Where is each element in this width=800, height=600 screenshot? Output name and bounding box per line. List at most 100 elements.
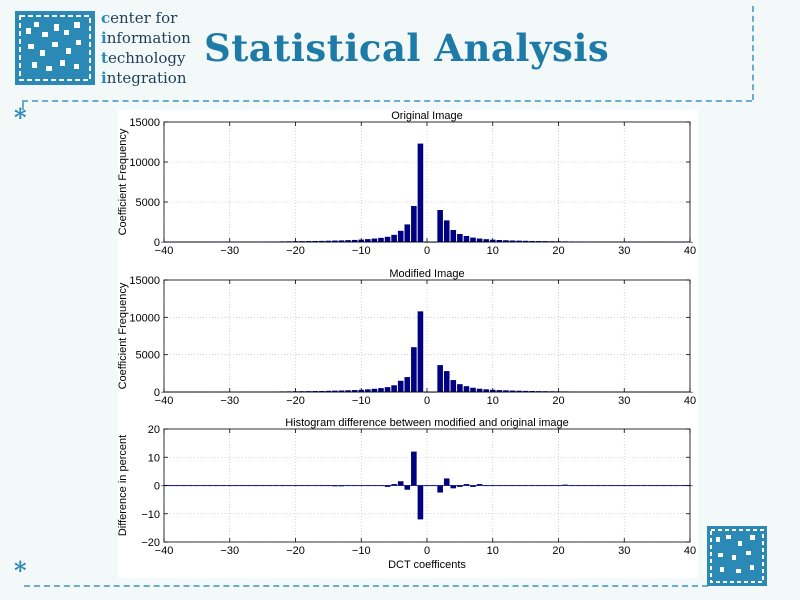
- bar: [312, 391, 319, 392]
- bar: [535, 391, 542, 392]
- bar: [332, 240, 338, 242]
- org-line: center for: [101, 9, 178, 27]
- x-tick-label: −40: [155, 245, 174, 257]
- x-axis-label: DCT coefficents: [388, 559, 466, 571]
- histogram-figure: −40 −30 −20 −10 0 10 20 30 40050001000015000Orig…: [117, 110, 696, 571]
- divider-right: [752, 6, 754, 100]
- figure-panel: −40 −30 −20 −10 0 10 20 30 40 0 5000 10000 15000 Orig…: [117, 110, 698, 578]
- bar: [457, 384, 463, 392]
- bar: [542, 241, 549, 242]
- bar: [522, 240, 529, 242]
- x-tick-label: −10: [352, 245, 371, 257]
- y-tick-label: 15000: [129, 275, 160, 287]
- y-tick-label: 0: [154, 387, 160, 399]
- bar: [397, 230, 404, 242]
- x-tick-label: −30: [220, 395, 239, 407]
- x-tick-label: 0: [424, 245, 430, 257]
- bar: [397, 481, 404, 486]
- chart-title: Original Image: [391, 110, 463, 122]
- org-line: information: [101, 29, 191, 47]
- bar: [450, 485, 457, 489]
- x-tick-label: −10: [352, 545, 371, 557]
- y-tick-label: 5000: [136, 197, 160, 209]
- x-tick-label: −20: [286, 395, 305, 407]
- bar: [325, 240, 332, 242]
- bar: [404, 485, 411, 490]
- divider-top: [22, 100, 752, 102]
- bar: [319, 390, 325, 392]
- bar: [437, 485, 443, 493]
- y-tick-label: 0: [154, 237, 160, 249]
- x-tick-label: 20: [552, 545, 564, 557]
- bar: [391, 234, 397, 242]
- bar: [443, 371, 450, 392]
- x-tick-label: −30: [220, 245, 239, 257]
- y-axis-label: Difference in percent: [118, 435, 129, 536]
- x-tick-label: −30: [220, 545, 239, 557]
- bar: [378, 237, 384, 242]
- x-tick-label: 40: [684, 245, 696, 257]
- bar: [509, 390, 516, 392]
- y-tick-label: −10: [141, 509, 160, 521]
- bar: [470, 485, 476, 487]
- bar: [450, 380, 457, 392]
- bar: [411, 451, 417, 486]
- bar: [417, 485, 424, 520]
- bar: [503, 390, 509, 392]
- bar: [312, 240, 319, 242]
- x-tick-label: 20: [552, 245, 564, 257]
- bar: [496, 240, 503, 242]
- y-axis-label: Coefficient Frequency: [118, 282, 129, 389]
- x-tick-label: 30: [618, 545, 630, 557]
- x-tick-label: −20: [286, 245, 305, 257]
- x-tick-label: −40: [155, 395, 174, 407]
- bar: [483, 389, 489, 392]
- x-tick-label: 0: [424, 395, 430, 407]
- bar: [371, 238, 378, 242]
- cit-logo-small: [707, 526, 767, 586]
- bar: [483, 239, 489, 242]
- x-tick-label: 20: [552, 395, 564, 407]
- bar: [319, 240, 325, 242]
- org-name: center for information technology integr…: [101, 8, 191, 88]
- bar: [443, 220, 450, 242]
- x-tick-label: 10: [487, 395, 499, 407]
- bar: [365, 239, 371, 242]
- y-axis-label: Coefficient Frequency: [118, 128, 129, 235]
- bar: [332, 485, 338, 487]
- divider-left: [22, 100, 24, 110]
- cit-logo: [15, 11, 95, 85]
- bar: [338, 390, 345, 392]
- x-tick-label: 10: [487, 545, 499, 557]
- bar: [457, 485, 463, 487]
- bar: [384, 485, 391, 487]
- bar: [299, 391, 305, 392]
- y-tick-label: 20: [148, 424, 160, 436]
- y-tick-label: 10000: [129, 157, 160, 169]
- bar: [378, 388, 384, 392]
- bar: [404, 377, 411, 392]
- y-tick-label: 15000: [129, 117, 160, 129]
- bar: [470, 387, 476, 392]
- bar: [384, 236, 391, 242]
- bar: [299, 241, 305, 242]
- x-tick-label: 30: [618, 245, 630, 257]
- bar: [371, 388, 378, 392]
- y-tick-label: 5000: [136, 350, 160, 362]
- axes-frame: [163, 279, 691, 393]
- bar: [535, 241, 542, 242]
- bar: [542, 391, 549, 392]
- bar: [338, 485, 345, 487]
- bar: [365, 389, 371, 392]
- bar: [332, 390, 338, 392]
- bar: [503, 240, 509, 242]
- bar: [529, 390, 535, 392]
- x-tick-label: −10: [352, 395, 371, 407]
- bar: [463, 484, 470, 486]
- star-icon: *: [14, 103, 27, 132]
- bar: [391, 385, 397, 392]
- bar: [522, 390, 529, 392]
- bar: [351, 239, 358, 242]
- x-tick-label: 0: [424, 545, 430, 557]
- bar: [476, 388, 483, 392]
